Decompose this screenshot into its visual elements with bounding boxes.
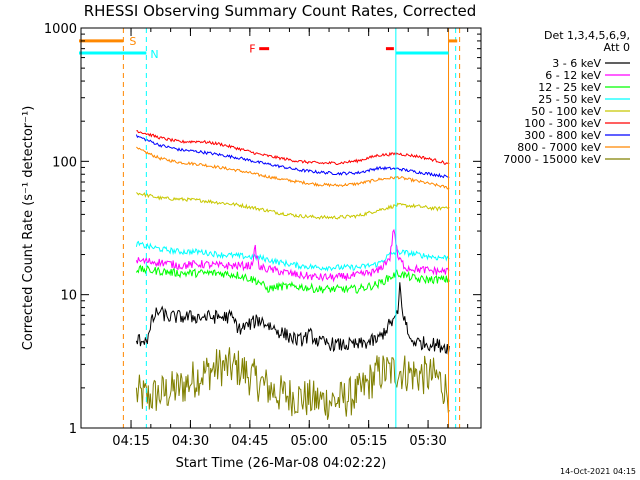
flare-label: F [249,43,255,56]
series-line-7000-15000-kev [135,347,450,420]
y-axis-label: Corrected Count Rate (s⁻¹ detector⁻¹) [21,106,36,351]
legend-header-line-1: Det 1,3,4,5,6,9, [544,29,630,42]
x-tick-label: 04:30 [172,434,209,449]
legend-label-100-300-kev: 100 - 300 keV [524,117,601,130]
plot-frame [80,27,482,429]
series-line-800-7000-kev [136,146,450,190]
legend-header-line-2: Att 0 [604,41,630,54]
y-tick-label: 10 [60,289,77,304]
series-line-50-100-kev [136,192,450,220]
y-tick-label: 1 [69,422,77,437]
legend-label-7000-15000-kev: 7000 - 15000 keV [503,153,601,166]
timestamp: 14-Oct-2021 04:15 [560,467,636,476]
series-line-12-25-kev [135,264,450,294]
legend-label-3-6-kev: 3 - 6 keV [552,57,601,70]
legend-label-25-50-kev: 25 - 50 keV [538,93,601,106]
x-tick-label: 05:00 [291,434,328,449]
legend-label-800-7000-kev: 800 - 7000 keV [517,141,601,154]
night-label: N [150,48,158,61]
y-tick-label: 100 [52,155,77,170]
chart-title: RHESSI Observing Summary Count Rates, Co… [84,2,477,20]
x-tick-label: 05:15 [350,434,387,449]
y-tick-label: 1000 [44,22,77,37]
series-line-300-800-kev [135,134,450,179]
series-line-100-300-kev [136,130,450,165]
series-line-3-6-kev [135,282,450,355]
legend-label-6-12-kev: 6 - 12 keV [545,69,601,82]
legend-label-300-800-kev: 300 - 800 keV [524,129,601,142]
saa-label: S [129,35,136,48]
legend-label-50-100-kev: 50 - 100 keV [531,105,601,118]
series-line-6-12-kev [135,228,450,283]
x-axis-label: Start Time (26-Mar-08 04:02:22) [176,456,387,471]
legend-label-12-25-kev: 12 - 25 keV [538,81,601,94]
x-tick-label: 04:45 [231,434,268,449]
x-tick-label: 04:15 [112,434,149,449]
x-tick-label: 05:30 [409,434,446,449]
